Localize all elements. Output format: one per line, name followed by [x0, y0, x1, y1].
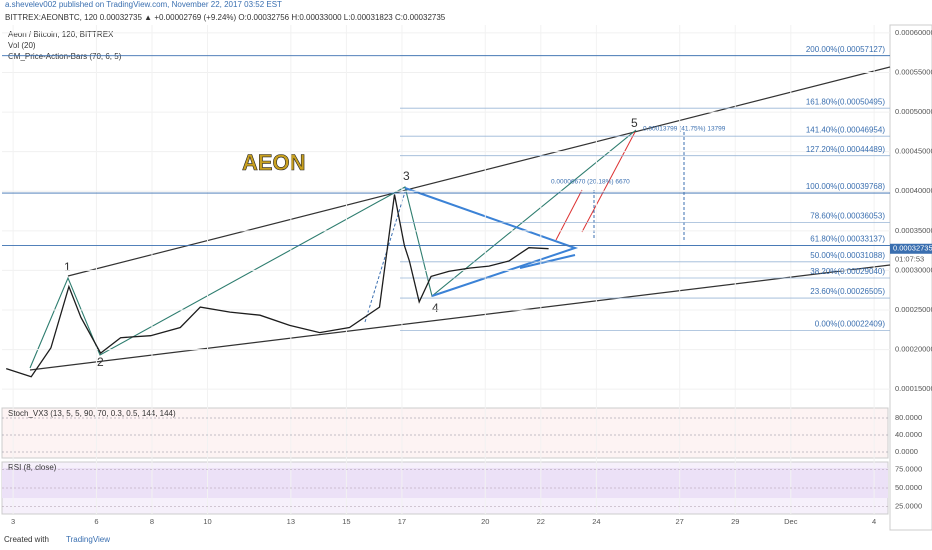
symbol-line: BITTREX:AEONBTC, 120 0.00032735 ▲ +0.000…	[5, 13, 446, 22]
time-tick-label: 8	[150, 517, 154, 526]
time-tick-label: Dec	[784, 517, 798, 526]
price-tick-label: 0.00045000	[895, 147, 932, 156]
footer-text: Created with	[4, 535, 49, 544]
annotation: 0.00013799 (41.75%) 13799	[643, 126, 726, 133]
countdown: 01:07:53	[895, 255, 924, 264]
fib-label: 200.00%(0.00057127)	[806, 45, 886, 54]
price-tick-label: 0.00055000	[895, 67, 932, 76]
price-tick-label: 0.00040000	[895, 186, 932, 195]
annotation: 0.00006670 (20.18%) 6670	[551, 179, 630, 186]
stoch-label: Stoch_VX3 (13, 5, 5, 90, 70, 0.3, 0.5, 1…	[8, 409, 176, 418]
author-line: a.shevelev002 published on TradingView.c…	[5, 0, 282, 9]
price-tick-label: 0.00060000	[895, 28, 932, 37]
fib-label: 161.80%(0.00050495)	[806, 97, 886, 106]
rsi-band	[2, 468, 888, 498]
price-tick-label: 0.00035000	[895, 226, 932, 235]
fib-label: 38.20%(0.00029040)	[810, 267, 885, 276]
time-tick-label: 13	[287, 517, 295, 526]
price-tick-label: 0.00025000	[895, 305, 932, 314]
fib-label: 127.20%(0.00044489)	[806, 145, 886, 154]
last-price-label: 0.00032735	[893, 244, 932, 253]
price-tick-label: 0.00030000	[895, 265, 932, 274]
arrow-red	[555, 189, 583, 241]
measure	[364, 191, 406, 323]
rsi-tick-label: 75.0000	[895, 464, 922, 473]
legend-entry: Vol (20)	[8, 41, 36, 50]
arrow-red	[581, 131, 636, 233]
price-line	[5, 194, 549, 378]
time-tick-label: 15	[342, 517, 350, 526]
fib-label: 141.40%(0.00046954)	[806, 125, 886, 134]
price-tick-label: 0.00050000	[895, 107, 932, 116]
price-tick-label: 0.00020000	[895, 345, 932, 354]
wave-label: 1	[64, 260, 71, 274]
time-tick-label: 27	[676, 517, 684, 526]
wave-label: 4	[432, 301, 439, 315]
fib-label: 23.60%(0.00026505)	[810, 287, 885, 296]
wave-label: 5	[631, 116, 638, 130]
stoch-tick-label: 0.0000	[895, 447, 918, 456]
time-tick-label: 22	[537, 517, 545, 526]
rsi-label: RSI (8, close)	[8, 463, 57, 472]
time-tick-label: 4	[872, 517, 876, 526]
fib-label: 78.60%(0.00036053)	[810, 212, 885, 221]
stoch-tick-label: 40.0000	[895, 430, 922, 439]
footer-brand[interactable]: TradingView	[66, 535, 110, 544]
price-tick-label: 0.00015000	[895, 384, 932, 393]
price-axis	[889, 24, 932, 531]
fib-label: 0.00%(0.00022409)	[815, 320, 886, 329]
fib-label: 100.00%(0.00039768)	[806, 182, 886, 191]
time-tick-label: 6	[94, 517, 98, 526]
stoch-tick-label: 80.0000	[895, 413, 922, 422]
fib-label: 61.80%(0.00033137)	[810, 235, 885, 244]
wave-label: 3	[403, 169, 410, 183]
stoch-pane	[1, 407, 889, 459]
last-price-box	[890, 243, 932, 254]
time-tick-label: 3	[11, 517, 15, 526]
channel-upper	[67, 66, 891, 277]
wave-label: 2	[97, 355, 104, 369]
title: AEON	[242, 150, 306, 175]
legend-entry: CM_Price-Action-Bars (70, 6, 5)	[8, 52, 122, 61]
time-tick-label: 20	[481, 517, 489, 526]
rsi-tick-label: 50.0000	[895, 483, 922, 492]
legend-entry: Aeon / Bitcoin, 120, BITTREX	[8, 30, 114, 39]
triangle	[404, 187, 579, 297]
time-tick-label: 10	[203, 517, 211, 526]
channel-lower	[29, 264, 891, 371]
rsi-tick-label: 25.0000	[895, 501, 922, 510]
time-tick-label: 24	[592, 517, 600, 526]
time-tick-label: 17	[398, 517, 406, 526]
time-tick-label: 29	[731, 517, 739, 526]
fib-label: 50.00%(0.00031088)	[810, 251, 885, 260]
